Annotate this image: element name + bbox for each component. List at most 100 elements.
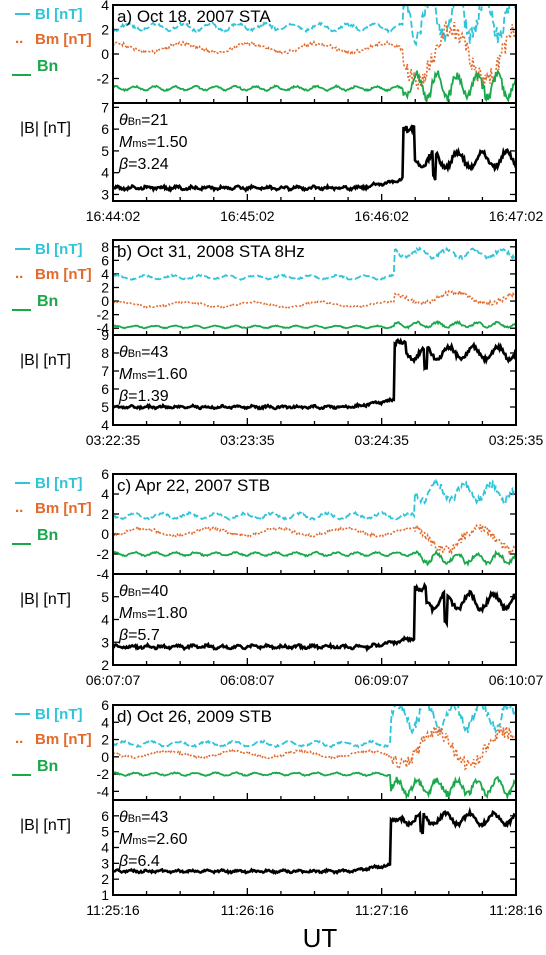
param-label: β=5.7 (118, 627, 160, 644)
panel-0: 4 2 0 -2 7 6 5 4 3 16:44:02 16:45:02 16:46:02 16:47:… (12, 0, 543, 224)
b-axis-label: |B| [nT] (20, 591, 71, 608)
series-bm-line (114, 726, 515, 771)
y-tick-label: 6 (101, 697, 109, 713)
y-tick-label: 8 (101, 345, 109, 361)
x-tick-label: 16:45:02 (220, 208, 275, 224)
y-tick-label: 3 (101, 186, 109, 202)
y-tick-label: 3 (101, 634, 109, 650)
y-tick-label: -4 (97, 783, 110, 799)
y-tick-label: 2 (101, 871, 109, 887)
series-b-line (114, 581, 515, 653)
series-bn-line (114, 69, 515, 102)
x-tick-label: 11:25:16 (86, 902, 140, 918)
legend-bm-swatch: .. (15, 499, 23, 516)
x-tick-label: 06:07:07 (86, 672, 141, 688)
y-tick-label: 8 (101, 239, 109, 255)
y-tick-label: 9 (101, 327, 109, 343)
y-tick-label: 7 (101, 363, 109, 379)
legend-bl-label: Bl [nT] (35, 475, 82, 492)
y-tick-label: 6 (101, 808, 109, 824)
y-tick-label: 0 (101, 46, 109, 62)
y-tick-label: 5 (101, 143, 109, 159)
y-tick-label: 4 (101, 840, 109, 856)
param-label: β=6.4 (118, 853, 160, 870)
y-tick-label: -2 (97, 71, 110, 87)
x-tick-label: 03:25:35 (489, 432, 544, 448)
y-tick-label: 4 (101, 165, 109, 181)
y-tick-label: -2 (97, 766, 110, 782)
x-tick-label: 11:27:16 (355, 902, 409, 918)
y-tick-label: 3 (101, 855, 109, 871)
x-tick-label: 11:28:16 (489, 902, 543, 918)
legend-bm-label: Bm [nT] (35, 31, 92, 48)
series-bn-line (114, 549, 515, 567)
y-tick-label: 2 (101, 732, 109, 748)
y-tick-label: 4 (101, 417, 109, 433)
y-tick-label: 6 (101, 252, 109, 268)
param-label: β=3.24 (118, 156, 169, 173)
legend-bm-swatch: .. (15, 265, 23, 282)
param-label: Mms=1.80 (119, 605, 188, 622)
y-tick-label: 4 (101, 486, 109, 502)
series-bl-line (114, 246, 515, 281)
legend-bn-label: Bn (37, 293, 58, 310)
y-tick-label: 7 (101, 99, 109, 115)
legend-bm-swatch: .. (15, 30, 23, 47)
y-tick-label: 2 (101, 657, 109, 673)
param-label: θBn=43 (119, 809, 168, 826)
legend-bm-label: Bm [nT] (35, 731, 92, 748)
x-tick-label: 16:44:02 (86, 208, 141, 224)
legend-bl-label: Bl [nT] (35, 706, 82, 723)
y-tick-label: -2 (97, 546, 110, 562)
x-tick-label: 03:24:35 (354, 432, 409, 448)
param-label: θBn=40 (119, 583, 168, 600)
y-tick-label: 5 (101, 589, 109, 605)
y-tick-label: -4 (97, 320, 110, 336)
legend-bm-label: Bm [nT] (35, 266, 92, 283)
legend-bm-label: Bm [nT] (35, 500, 92, 517)
y-tick-label: 2 (101, 280, 109, 296)
x-tick-label: 03:22:35 (86, 432, 141, 448)
y-tick-label: 6 (101, 381, 109, 397)
y-tick-label: 0 (101, 293, 109, 309)
y-tick-label: -4 (97, 566, 110, 582)
panel-title: a) Oct 18, 2007 STA (117, 7, 271, 26)
y-tick-label: 5 (101, 824, 109, 840)
x-tick-label: 06:09:07 (354, 672, 409, 688)
series-b-line (114, 337, 515, 411)
legend-bn-label: Bn (37, 58, 58, 75)
x-axis-label: UT (303, 923, 338, 953)
y-tick-label: 0 (101, 526, 109, 542)
series-bn-line (114, 319, 515, 330)
param-label: Mms=2.60 (119, 831, 188, 848)
panel-title: b) Oct 31, 2008 STA 8Hz (117, 242, 305, 261)
series-bm-line (114, 287, 515, 309)
x-tick-label: 03:23:35 (220, 432, 275, 448)
x-tick-label: 11:26:16 (221, 902, 275, 918)
x-tick-label: 16:46:02 (354, 208, 409, 224)
b-axis-label: |B| [nT] (20, 352, 71, 369)
legend-bl-label: Bl [nT] (35, 241, 82, 258)
y-tick-label: 4 (101, 0, 109, 13)
y-tick-label: 4 (101, 266, 109, 282)
series-b-line (114, 124, 515, 193)
b-axis-label: |B| [nT] (20, 120, 71, 137)
param-label: θBn=21 (119, 112, 168, 129)
y-tick-label: 6 (101, 121, 109, 137)
series-b-line (114, 806, 515, 875)
series-bl-line (114, 6, 515, 47)
y-tick-label: -2 (97, 307, 110, 323)
y-tick-label: 1 (101, 887, 109, 903)
y-tick-label: 5 (101, 399, 109, 415)
param-label: Mms=1.50 (119, 134, 188, 151)
series-bl-line (114, 478, 515, 521)
x-tick-label: 16:47:02 (489, 208, 544, 224)
param-label: Mms=1.60 (119, 366, 188, 383)
b-axis-label: |B| [nT] (20, 817, 71, 834)
y-tick-label: 2 (101, 22, 109, 38)
legend-bn-label: Bn (37, 527, 58, 544)
